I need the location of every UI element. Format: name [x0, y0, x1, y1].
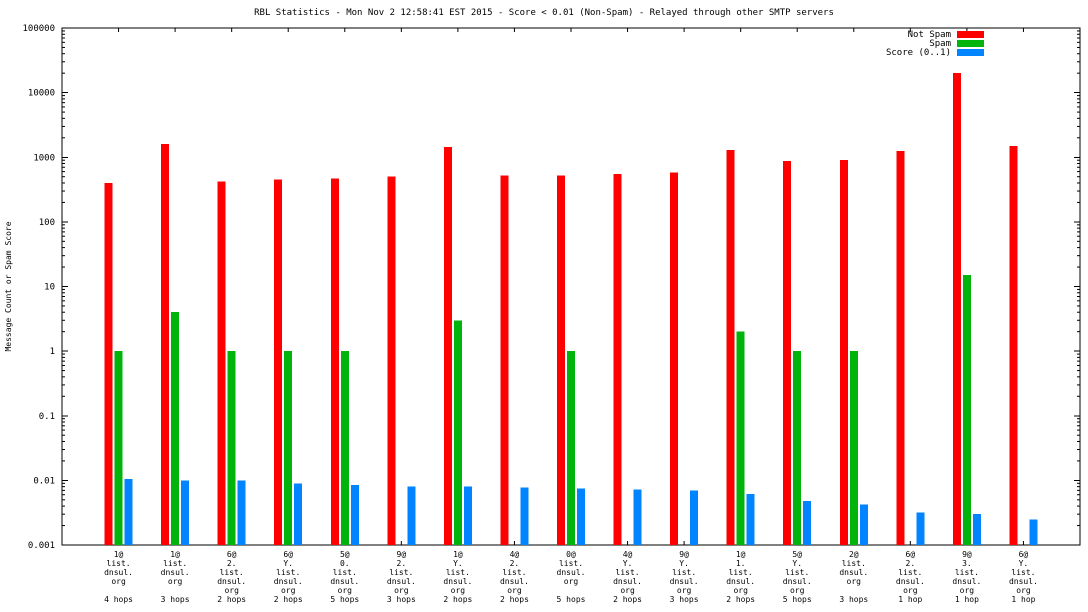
- bar-score-0-1: [633, 489, 642, 545]
- bar-spam: [284, 351, 293, 545]
- bar-score-0-1: [690, 490, 699, 545]
- bar-not-spam: [500, 175, 509, 546]
- bar-not-spam: [217, 181, 226, 545]
- y-tick-label: 1000: [33, 153, 55, 163]
- bar-spam: [793, 351, 802, 545]
- bar-score-0-1: [407, 486, 416, 545]
- x-category-label: 6@ Y. list. dnsul. org 2 hops: [274, 550, 303, 604]
- bar-spam: [114, 351, 123, 545]
- bar-spam: [453, 320, 462, 545]
- x-category-label: 0@ list. dnsul. org 5 hops: [557, 550, 586, 604]
- bar-spam: [962, 275, 971, 545]
- x-category-label: 6@ 2. list. dnsul. org 2 hops: [217, 550, 246, 604]
- legend-swatch: [957, 31, 984, 38]
- bar-not-spam: [161, 144, 170, 545]
- bar-score-0-1: [1029, 519, 1038, 545]
- bar-score-0-1: [350, 484, 359, 545]
- x-category-label: 5@ Y. list. dnsul. org 5 hops: [783, 550, 812, 604]
- x-category-label: 9@ 2. list. dnsul. org 3 hops: [387, 550, 416, 604]
- bar-spam: [736, 331, 745, 545]
- bar-score-0-1: [859, 504, 868, 545]
- bar-not-spam: [613, 174, 622, 546]
- y-tick-label: 10: [44, 283, 55, 293]
- bar-not-spam: [839, 160, 848, 545]
- bar-not-spam: [274, 179, 283, 546]
- bar-score-0-1: [294, 483, 303, 545]
- x-category-label: 9@ Y. list. dnsul. org 3 hops: [670, 550, 699, 604]
- y-tick-label: 100000: [22, 24, 55, 34]
- bar-spam: [849, 351, 858, 545]
- bar-score-0-1: [124, 479, 133, 545]
- legend-label: Score (0..1): [886, 48, 951, 58]
- bar-not-spam: [670, 172, 679, 546]
- bar-not-spam: [443, 146, 452, 545]
- x-category-label: 6@ Y. list. dnsul. org 1 hop: [1009, 550, 1038, 604]
- y-axis-title: Message Count or Spam Score: [4, 221, 13, 351]
- x-category-label: 4@ 2. list. dnsul. org 2 hops: [500, 550, 529, 604]
- bar-score-0-1: [803, 500, 812, 545]
- x-category-label: 4@ Y. list. dnsul. org 2 hops: [613, 550, 642, 604]
- y-tick-label: 0.1: [39, 412, 55, 422]
- y-tick-label: 10000: [28, 89, 55, 99]
- bar-score-0-1: [916, 512, 925, 545]
- x-category-label: 9@ 3. list. dnsul. org 1 hop: [952, 550, 981, 604]
- y-tick-label: 0.001: [28, 541, 55, 551]
- bar-spam: [227, 351, 236, 545]
- bar-not-spam: [952, 73, 961, 546]
- bars: [104, 73, 1038, 546]
- x-category-label: 5@ 0. list. dnsul. org 5 hops: [330, 550, 359, 604]
- bar-not-spam: [387, 176, 396, 546]
- legend-label: Not Spam: [908, 30, 951, 40]
- bar-not-spam: [557, 175, 565, 546]
- bar-spam: [171, 312, 180, 545]
- x-category-label: 2@ list. dnsul. org 3 hops: [839, 550, 868, 604]
- y-tick-label: 0.01: [33, 476, 55, 486]
- bar-not-spam: [1009, 145, 1018, 545]
- y-tick-label: 100: [39, 218, 55, 228]
- bar-score-0-1: [972, 514, 981, 545]
- x-axis-labels: 1@ list. dnsul. org 4 hops 1@ list. dnsul. org 3 …: [104, 550, 1038, 604]
- bar-score-0-1: [520, 487, 529, 545]
- bar-not-spam: [726, 149, 735, 545]
- bar-score-0-1: [463, 486, 472, 545]
- x-category-label: 6@ 2. list. dnsul. org 1 hop: [896, 550, 925, 604]
- bar-score-0-1: [181, 480, 190, 545]
- bar-not-spam: [896, 150, 905, 546]
- x-category-label: 1@ 1. list. dnsul. org 2 hops: [726, 550, 755, 604]
- bar-not-spam: [330, 178, 339, 545]
- y-tick-label: 1: [50, 347, 55, 357]
- x-category-label: 1@ list. dnsul. org 4 hops: [104, 550, 133, 604]
- legend-label: Spam: [929, 39, 951, 49]
- legend-swatch: [957, 49, 984, 56]
- bar-score-0-1: [237, 480, 246, 545]
- x-category-label: 1@ Y. list. dnsul. org 2 hops: [443, 550, 472, 604]
- bar-not-spam: [783, 160, 792, 545]
- bar-score-0-1: [746, 493, 755, 545]
- bar-spam: [340, 351, 349, 545]
- chart-title: RBL Statistics - Mon Nov 2 12:58:41 EST …: [254, 8, 834, 18]
- bar-not-spam: [104, 182, 113, 546]
- bar-spam: [567, 351, 575, 545]
- x-category-label: 1@ list. dnsul. org 3 hops: [161, 550, 190, 604]
- bar-score-0-1: [577, 488, 585, 545]
- legend-swatch: [957, 40, 984, 47]
